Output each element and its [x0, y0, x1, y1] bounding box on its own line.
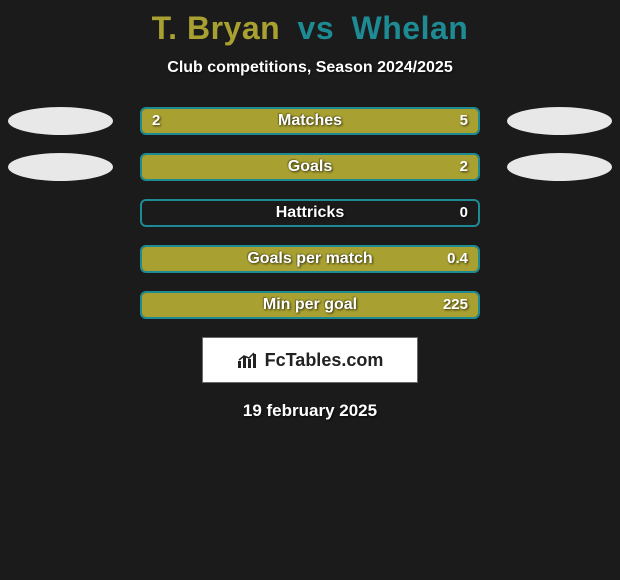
stat-row: Goals per match0.4 — [0, 245, 620, 273]
stat-label: Hattricks — [142, 201, 478, 225]
subtitle: Club competitions, Season 2024/2025 — [0, 59, 620, 77]
date-label: 19 february 2025 — [0, 401, 620, 421]
stat-value-right: 225 — [443, 293, 468, 317]
logo-text: FcTables.com — [265, 350, 384, 371]
stat-label: Min per goal — [142, 293, 478, 317]
player1-name: T. Bryan — [152, 10, 280, 46]
source-logo: FcTables.com — [202, 337, 418, 383]
comparison-card: T. Bryan vs Whelan Club competitions, Se… — [0, 0, 620, 580]
stat-bar: Min per goal225 — [140, 291, 480, 319]
stat-bar: Goals per match0.4 — [140, 245, 480, 273]
stat-bar: Matches2 5 — [140, 107, 480, 135]
stat-bar: Hattricks0 — [140, 199, 480, 227]
team-badge-right — [507, 107, 612, 135]
stat-row: Min per goal225 — [0, 291, 620, 319]
stat-bar: Goals2 — [140, 153, 480, 181]
stat-value-right: 5 — [460, 109, 468, 133]
stat-value-right: 2 — [460, 155, 468, 179]
stat-value-left: 2 — [152, 109, 160, 133]
team-badge-left — [8, 107, 113, 135]
stat-row: Goals2 — [0, 153, 620, 181]
player2-name: Whelan — [352, 10, 469, 46]
chart-icon — [237, 351, 259, 369]
stat-label: Goals — [142, 155, 478, 179]
team-badge-right — [507, 153, 612, 181]
stat-value-right: 0.4 — [447, 247, 468, 271]
stat-row: Hattricks0 — [0, 199, 620, 227]
stat-row: Matches2 5 — [0, 107, 620, 135]
comparison-chart: Matches25Goals2Hattricks0Goals per match… — [0, 107, 620, 319]
vs-text: vs — [298, 10, 335, 46]
stat-label: Matches — [142, 109, 478, 133]
team-badge-left — [8, 153, 113, 181]
stat-label: Goals per match — [142, 247, 478, 271]
page-title: T. Bryan vs Whelan — [0, 0, 620, 47]
stat-value-right: 0 — [460, 201, 468, 225]
